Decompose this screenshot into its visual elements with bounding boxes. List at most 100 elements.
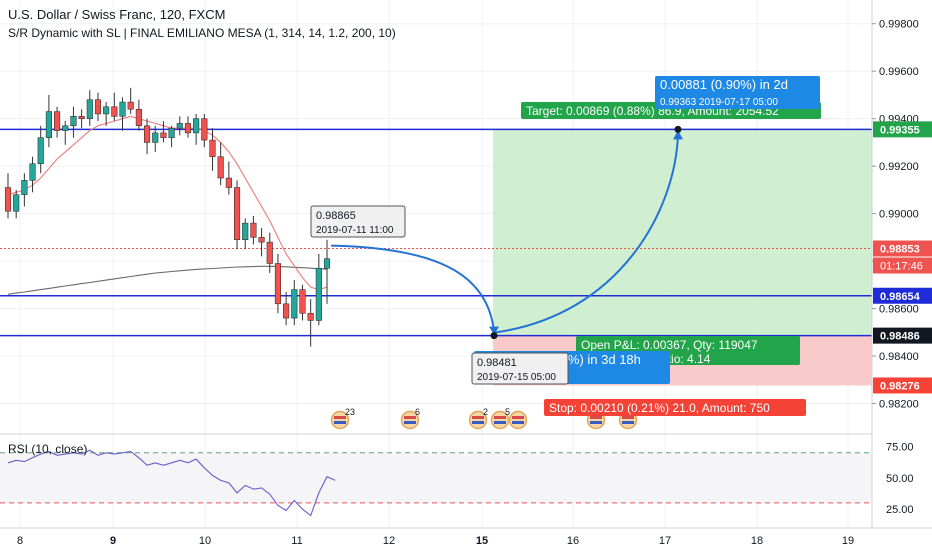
candle (13, 189, 20, 219)
rsi-band (0, 452, 872, 503)
price-tick-label: 0.99000 (879, 209, 919, 221)
ma-slow-line (7, 265, 328, 295)
price-tick-label: 0.98200 (879, 399, 919, 411)
candle-body (144, 125, 151, 143)
peak-tip-value: 0.98865 (316, 210, 356, 222)
candle (184, 116, 192, 138)
candle-body (168, 127, 175, 138)
candle (307, 299, 314, 347)
candles (4, 87, 331, 347)
candle-body (242, 222, 249, 240)
candle (144, 118, 151, 155)
candle-body (152, 132, 159, 143)
entry-tip: 0.98481 2019-07-15 05:00 (471, 352, 569, 385)
entry-point (490, 332, 498, 340)
flag-stripe (494, 416, 506, 419)
rise-arrow-head (673, 130, 683, 140)
price-axis-bg (872, 0, 932, 550)
candle-body (29, 163, 36, 181)
candle-body (13, 194, 20, 212)
stop-price-tag: 0.98276 (873, 377, 932, 394)
time-tick-label: 16 (567, 535, 579, 547)
stop-label-bg (544, 399, 806, 416)
candle-body (209, 139, 216, 157)
chart-title: U.S. Dollar / Swiss Franc, 120, FXCM (8, 7, 226, 22)
candle (299, 284, 306, 321)
candle (54, 106, 61, 138)
candle-body (315, 267, 322, 321)
countdown-tag: 01:17:46 (873, 257, 932, 274)
candle (168, 125, 175, 148)
flag-stripe (512, 416, 524, 419)
candle (62, 121, 69, 145)
candle (250, 216, 257, 245)
candle (209, 128, 216, 171)
flag-stripe (512, 421, 524, 424)
flag-stripe (472, 416, 484, 419)
candle (160, 121, 167, 143)
candle-body (258, 237, 265, 243)
flag-icon (490, 410, 510, 430)
rsi-tick-label: 50.00 (886, 473, 914, 485)
candle-body (94, 99, 102, 115)
flag-icon (400, 410, 420, 430)
candle-body (54, 111, 61, 131)
time-tick-label: 19 (842, 535, 854, 547)
entry-tip-bg (471, 352, 569, 385)
entry-tip-value: 0.98481 (477, 357, 517, 369)
target-point (674, 125, 682, 133)
flag-stripe (622, 416, 634, 419)
price-tag-text: 0.98276 (880, 380, 920, 392)
candle (266, 232, 273, 273)
indicator-subtitle: S/R Dynamic with SL | FINAL EMILIANO MES… (8, 26, 396, 40)
candle-body (283, 303, 290, 319)
candle-body (62, 125, 69, 131)
candle (258, 227, 265, 257)
candle-body (45, 111, 52, 138)
candle (86, 90, 93, 126)
candle (119, 97, 126, 131)
candle (193, 113, 200, 145)
candle-body (160, 132, 167, 138)
candle-body (274, 263, 281, 305)
peak-tip-date: 2019-07-11 11:00 (316, 225, 394, 236)
time-tick-label: 12 (383, 535, 395, 547)
price-tag-bg (873, 240, 932, 257)
rsi-title: RSI (10, close) (8, 442, 88, 456)
price-tag-bg (873, 377, 932, 394)
price-tag-text: 0.98486 (880, 331, 920, 343)
target-move-label-bg (655, 76, 820, 109)
price-tag-text: 0.99355 (880, 124, 920, 136)
candle (323, 239, 331, 304)
candle (37, 125, 44, 174)
price-tag-text: 0.98654 (880, 291, 921, 303)
flag-stripe (334, 421, 346, 424)
stop-label-text: Stop: 0.00210 (0.21%) 21.0, Amount: 750 (549, 401, 770, 415)
time-tick-label: 11 (291, 535, 302, 547)
event-badge: 5 (490, 407, 510, 430)
candle-body (70, 116, 77, 127)
candle-body (4, 187, 12, 212)
candle-body (299, 289, 306, 314)
candle-body (217, 156, 224, 179)
target-move-label: 0.00881 (0.90%) in 2d 0.99363 2019-07-17 … (655, 76, 820, 109)
event-badge: 2 (468, 407, 488, 430)
candle-body (225, 177, 232, 188)
time-tick-label: 15 (476, 535, 488, 547)
candle (29, 156, 36, 193)
event-count: 2 (483, 407, 488, 417)
time-tick-label: 8 (17, 535, 23, 547)
candle-body (291, 289, 298, 319)
time-tick-label: 9 (110, 535, 116, 547)
price-tick-label: 0.98600 (879, 304, 919, 316)
candle (274, 253, 281, 314)
candle (152, 125, 159, 152)
price-tick-label: 0.99600 (879, 66, 919, 78)
candle-body (323, 258, 331, 269)
flag-stripe (334, 416, 346, 419)
entry-price-tag: 0.98486 (873, 327, 932, 344)
flag-stripe (622, 421, 634, 424)
event-count: 5 (505, 407, 510, 417)
time-tick-label: 17 (659, 535, 671, 547)
